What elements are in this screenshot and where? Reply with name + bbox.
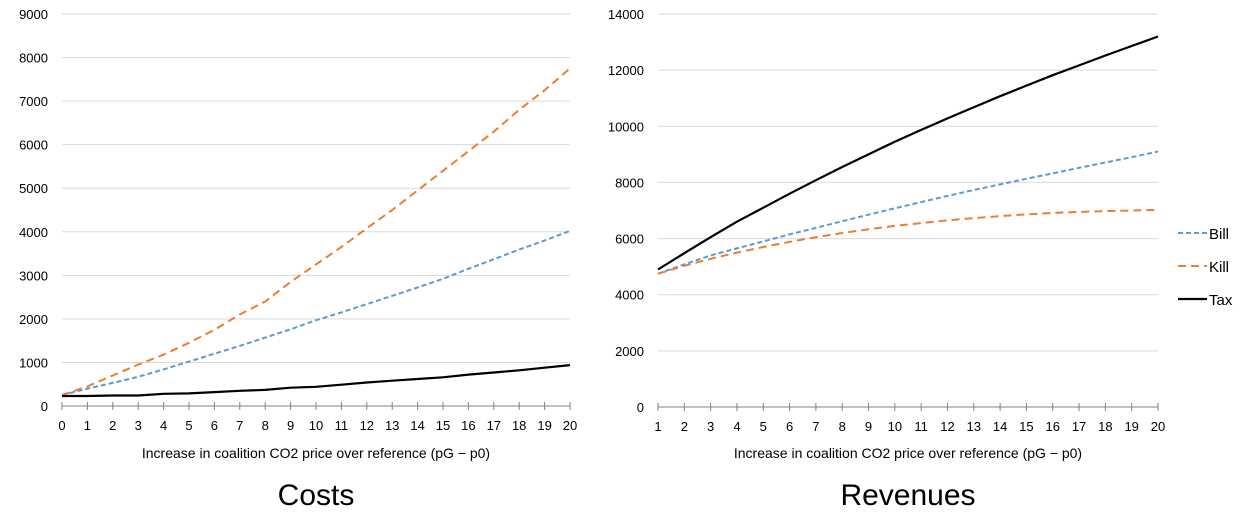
x-tick-label: 12 bbox=[940, 419, 954, 434]
series-line-bill bbox=[61, 229, 571, 397]
x-tick-label: 17 bbox=[1072, 419, 1086, 434]
x-tick-label: 2 bbox=[681, 419, 688, 434]
x-tick-label: 20 bbox=[563, 418, 577, 433]
legend-label-bill: Bill bbox=[1209, 226, 1229, 243]
x-tick-label: 10 bbox=[888, 419, 902, 434]
series-line-tax bbox=[62, 364, 571, 398]
x-tick-label: 5 bbox=[760, 419, 767, 434]
legend-label-kill: Kill bbox=[1209, 259, 1229, 276]
x-tick-label: 4 bbox=[160, 418, 167, 433]
y-tick-label: 10000 bbox=[608, 119, 644, 134]
x-tick-label: 3 bbox=[135, 418, 142, 433]
x-tick-label: 20 bbox=[1151, 419, 1165, 434]
chart-title: Costs bbox=[278, 479, 355, 512]
y-tick-label: 6000 bbox=[19, 138, 48, 153]
y-tick-label: 2000 bbox=[19, 312, 48, 327]
x-tick-label: 9 bbox=[287, 418, 294, 433]
x-tick-label: 4 bbox=[733, 419, 740, 434]
y-tick-label: 8000 bbox=[19, 51, 48, 66]
x-tick-label: 6 bbox=[786, 419, 793, 434]
x-tick-label: 16 bbox=[461, 418, 475, 433]
y-tick-label: 12000 bbox=[608, 63, 644, 78]
x-tick-label: 13 bbox=[385, 418, 399, 433]
y-tick-label: 14000 bbox=[608, 7, 644, 22]
x-tick-label: 14 bbox=[993, 419, 1007, 434]
y-tick-label: 5000 bbox=[19, 181, 48, 196]
y-tick-label: 9000 bbox=[19, 7, 48, 22]
y-tick-label: 4000 bbox=[19, 225, 48, 240]
x-tick-label: 3 bbox=[707, 419, 714, 434]
x-tick-label: 8 bbox=[262, 418, 269, 433]
y-tick-label: 8000 bbox=[615, 175, 644, 190]
series-line-kill bbox=[61, 67, 571, 397]
x-tick-label: 15 bbox=[1019, 419, 1033, 434]
chart-title: Revenues bbox=[840, 479, 975, 512]
x-tick-label: 18 bbox=[512, 418, 526, 433]
x-tick-label: 7 bbox=[236, 418, 243, 433]
x-tick-label: 7 bbox=[812, 419, 819, 434]
x-tick-label: 5 bbox=[185, 418, 192, 433]
x-tick-label: 14 bbox=[410, 418, 424, 433]
x-tick-label: 19 bbox=[1124, 419, 1138, 434]
x-tick-label: 19 bbox=[537, 418, 551, 433]
x-tick-label: 15 bbox=[436, 418, 450, 433]
x-tick-label: 8 bbox=[839, 419, 846, 434]
legend-label-tax: Tax bbox=[1209, 292, 1233, 309]
x-tick-label: 18 bbox=[1098, 419, 1112, 434]
y-tick-label: 4000 bbox=[615, 288, 644, 303]
x-tick-label: 2 bbox=[109, 418, 116, 433]
x-tick-label: 1 bbox=[84, 418, 91, 433]
x-tick-label: 16 bbox=[1046, 419, 1060, 434]
y-tick-label: 1000 bbox=[19, 355, 48, 370]
x-tick-label: 12 bbox=[360, 418, 374, 433]
x-tick-label: 6 bbox=[211, 418, 218, 433]
x-tick-label: 11 bbox=[914, 419, 928, 434]
y-tick-label: 6000 bbox=[615, 232, 644, 247]
x-tick-label: 10 bbox=[309, 418, 323, 433]
x-tick-label: 1 bbox=[654, 419, 661, 434]
x-tick-label: 13 bbox=[967, 419, 981, 434]
y-tick-label: 2000 bbox=[615, 344, 644, 359]
series-line-tax bbox=[657, 35, 1159, 271]
x-axis-title: Increase in coalition CO2 price over ref… bbox=[142, 445, 490, 461]
series-line-kill bbox=[657, 208, 1159, 275]
y-tick-label: 3000 bbox=[19, 268, 48, 283]
y-tick-label: 0 bbox=[41, 399, 48, 414]
x-tick-label: 0 bbox=[58, 418, 65, 433]
series-line-bill bbox=[657, 150, 1159, 275]
x-tick-label: 17 bbox=[487, 418, 501, 433]
legend: Bill Kill Tax bbox=[1178, 226, 1233, 309]
x-axis-title: Increase in coalition CO2 price over ref… bbox=[734, 445, 1082, 461]
y-tick-label: 7000 bbox=[19, 94, 48, 109]
x-tick-label: 11 bbox=[335, 418, 349, 433]
y-tick-label: 0 bbox=[637, 400, 644, 415]
x-tick-label: 9 bbox=[865, 419, 872, 434]
